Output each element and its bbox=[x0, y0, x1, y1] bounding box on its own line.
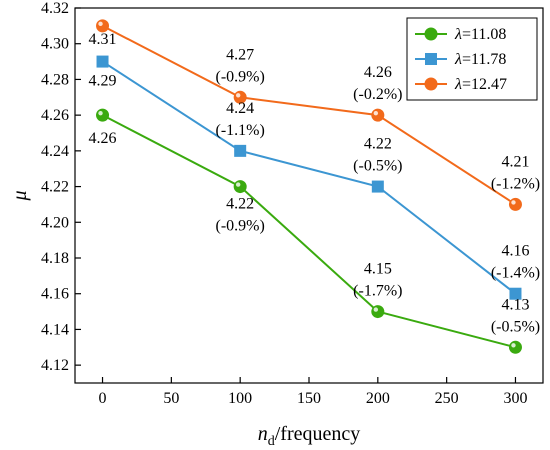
data-point-highlight bbox=[235, 93, 241, 98]
series-1 bbox=[96, 108, 522, 354]
legend-item-1: λ=11.08 bbox=[415, 26, 506, 43]
data-point bbox=[508, 197, 522, 211]
data-label: 4.21 bbox=[501, 153, 529, 170]
y-axis: 4.12 4.14 4.16 4.18 4.20 4.22 4.24 4.26 4.28 4.30… bbox=[41, 0, 81, 374]
x-tick-label: 200 bbox=[366, 390, 390, 407]
x-axis-title-rest: /frequency bbox=[275, 423, 361, 445]
y-tick-label: 4.14 bbox=[41, 321, 69, 338]
data-point bbox=[508, 340, 522, 354]
legend-marker bbox=[424, 27, 438, 41]
x-tick-label: 50 bbox=[163, 390, 179, 407]
series-3 bbox=[96, 19, 522, 211]
y-tick-label: 4.30 bbox=[41, 36, 69, 53]
data-point-highlight bbox=[98, 110, 103, 116]
legend-label: λ=12.47 bbox=[454, 76, 507, 93]
x-tick-label: 250 bbox=[435, 390, 459, 407]
data-label: (-1.1%) bbox=[216, 122, 265, 139]
data-point-highlight bbox=[373, 307, 379, 312]
data-point bbox=[96, 55, 109, 68]
data-label: (-0.9%) bbox=[216, 218, 265, 235]
data-label: 4.26 bbox=[89, 130, 117, 147]
legend-item-3: λ=12.47 bbox=[415, 76, 507, 93]
y-tick-label: 4.18 bbox=[41, 250, 69, 267]
data-point bbox=[371, 305, 385, 319]
data-label: 4.22 bbox=[364, 136, 392, 153]
data-point bbox=[96, 108, 110, 122]
y-tick-label: 4.20 bbox=[41, 214, 69, 231]
data-label: (-0.9%) bbox=[216, 68, 265, 85]
data-label: 4.31 bbox=[89, 31, 117, 48]
data-label: 4.24 bbox=[226, 100, 254, 117]
legend-marker bbox=[425, 53, 437, 65]
data-labels-layer: 4.26 4.22 (-0.9%) 4.15 (-1.7%) 4.13 (-0.5%) 4.2… bbox=[89, 31, 541, 335]
y-axis-title: μ bbox=[9, 190, 31, 201]
y-tick-label: 4.28 bbox=[41, 71, 69, 88]
data-label: 4.26 bbox=[364, 64, 392, 81]
data-point bbox=[234, 144, 247, 157]
data-point-highlight bbox=[235, 182, 241, 187]
legend: λ=11.08 λ=11.78 λ=12.47 bbox=[406, 17, 538, 101]
data-label: 4.13 bbox=[501, 296, 529, 313]
series-line bbox=[102, 114, 516, 349]
legend-label: λ=11.78 bbox=[454, 51, 506, 68]
data-point bbox=[233, 180, 247, 194]
x-tick-label: 100 bbox=[228, 390, 252, 407]
data-label: 4.27 bbox=[226, 46, 254, 63]
data-point-highlight bbox=[511, 343, 516, 348]
x-axis-title-base: n bbox=[258, 423, 268, 445]
x-axis-title-subscript: d bbox=[268, 434, 275, 449]
data-label: (-0.5%) bbox=[491, 318, 540, 335]
data-point bbox=[371, 180, 384, 193]
series-line bbox=[102, 24, 517, 206]
data-label: (-1.4%) bbox=[491, 265, 540, 282]
data-point bbox=[371, 108, 385, 122]
data-label: (-0.5%) bbox=[353, 158, 402, 175]
data-point-highlight bbox=[98, 21, 103, 27]
x-axis-title: nd/frequency bbox=[258, 423, 361, 449]
data-label: (-1.2%) bbox=[491, 175, 540, 192]
x-tick-label: 150 bbox=[297, 390, 321, 407]
data-label: (-0.2%) bbox=[353, 86, 402, 103]
series-line bbox=[101, 60, 517, 295]
legend-item-2: λ=11.78 bbox=[415, 51, 506, 68]
x-tick-label: 0 bbox=[99, 390, 107, 407]
x-axis: 0 50 100 150 200 250 300 bbox=[99, 377, 527, 407]
legend-label: λ=11.08 bbox=[454, 26, 506, 43]
data-label: (-1.7%) bbox=[353, 283, 402, 300]
y-tick-label: 4.12 bbox=[41, 357, 69, 374]
data-label: 4.29 bbox=[89, 73, 117, 90]
series-2 bbox=[96, 55, 522, 300]
data-label: 4.16 bbox=[501, 243, 529, 260]
data-point bbox=[509, 287, 522, 300]
data-label: 4.22 bbox=[226, 196, 254, 213]
y-tick-label: 4.22 bbox=[41, 179, 69, 196]
data-point-highlight bbox=[373, 110, 379, 116]
x-tick-label: 300 bbox=[503, 390, 527, 407]
y-tick-label: 4.16 bbox=[41, 286, 69, 303]
y-tick-label: 4.24 bbox=[41, 143, 69, 160]
data-label: 4.15 bbox=[364, 261, 392, 278]
series-layer bbox=[96, 19, 522, 354]
y-tick-label: 4.32 bbox=[41, 0, 69, 17]
legend-marker bbox=[424, 77, 438, 91]
data-point-highlight bbox=[511, 200, 516, 205]
y-tick-label: 4.26 bbox=[41, 107, 69, 124]
